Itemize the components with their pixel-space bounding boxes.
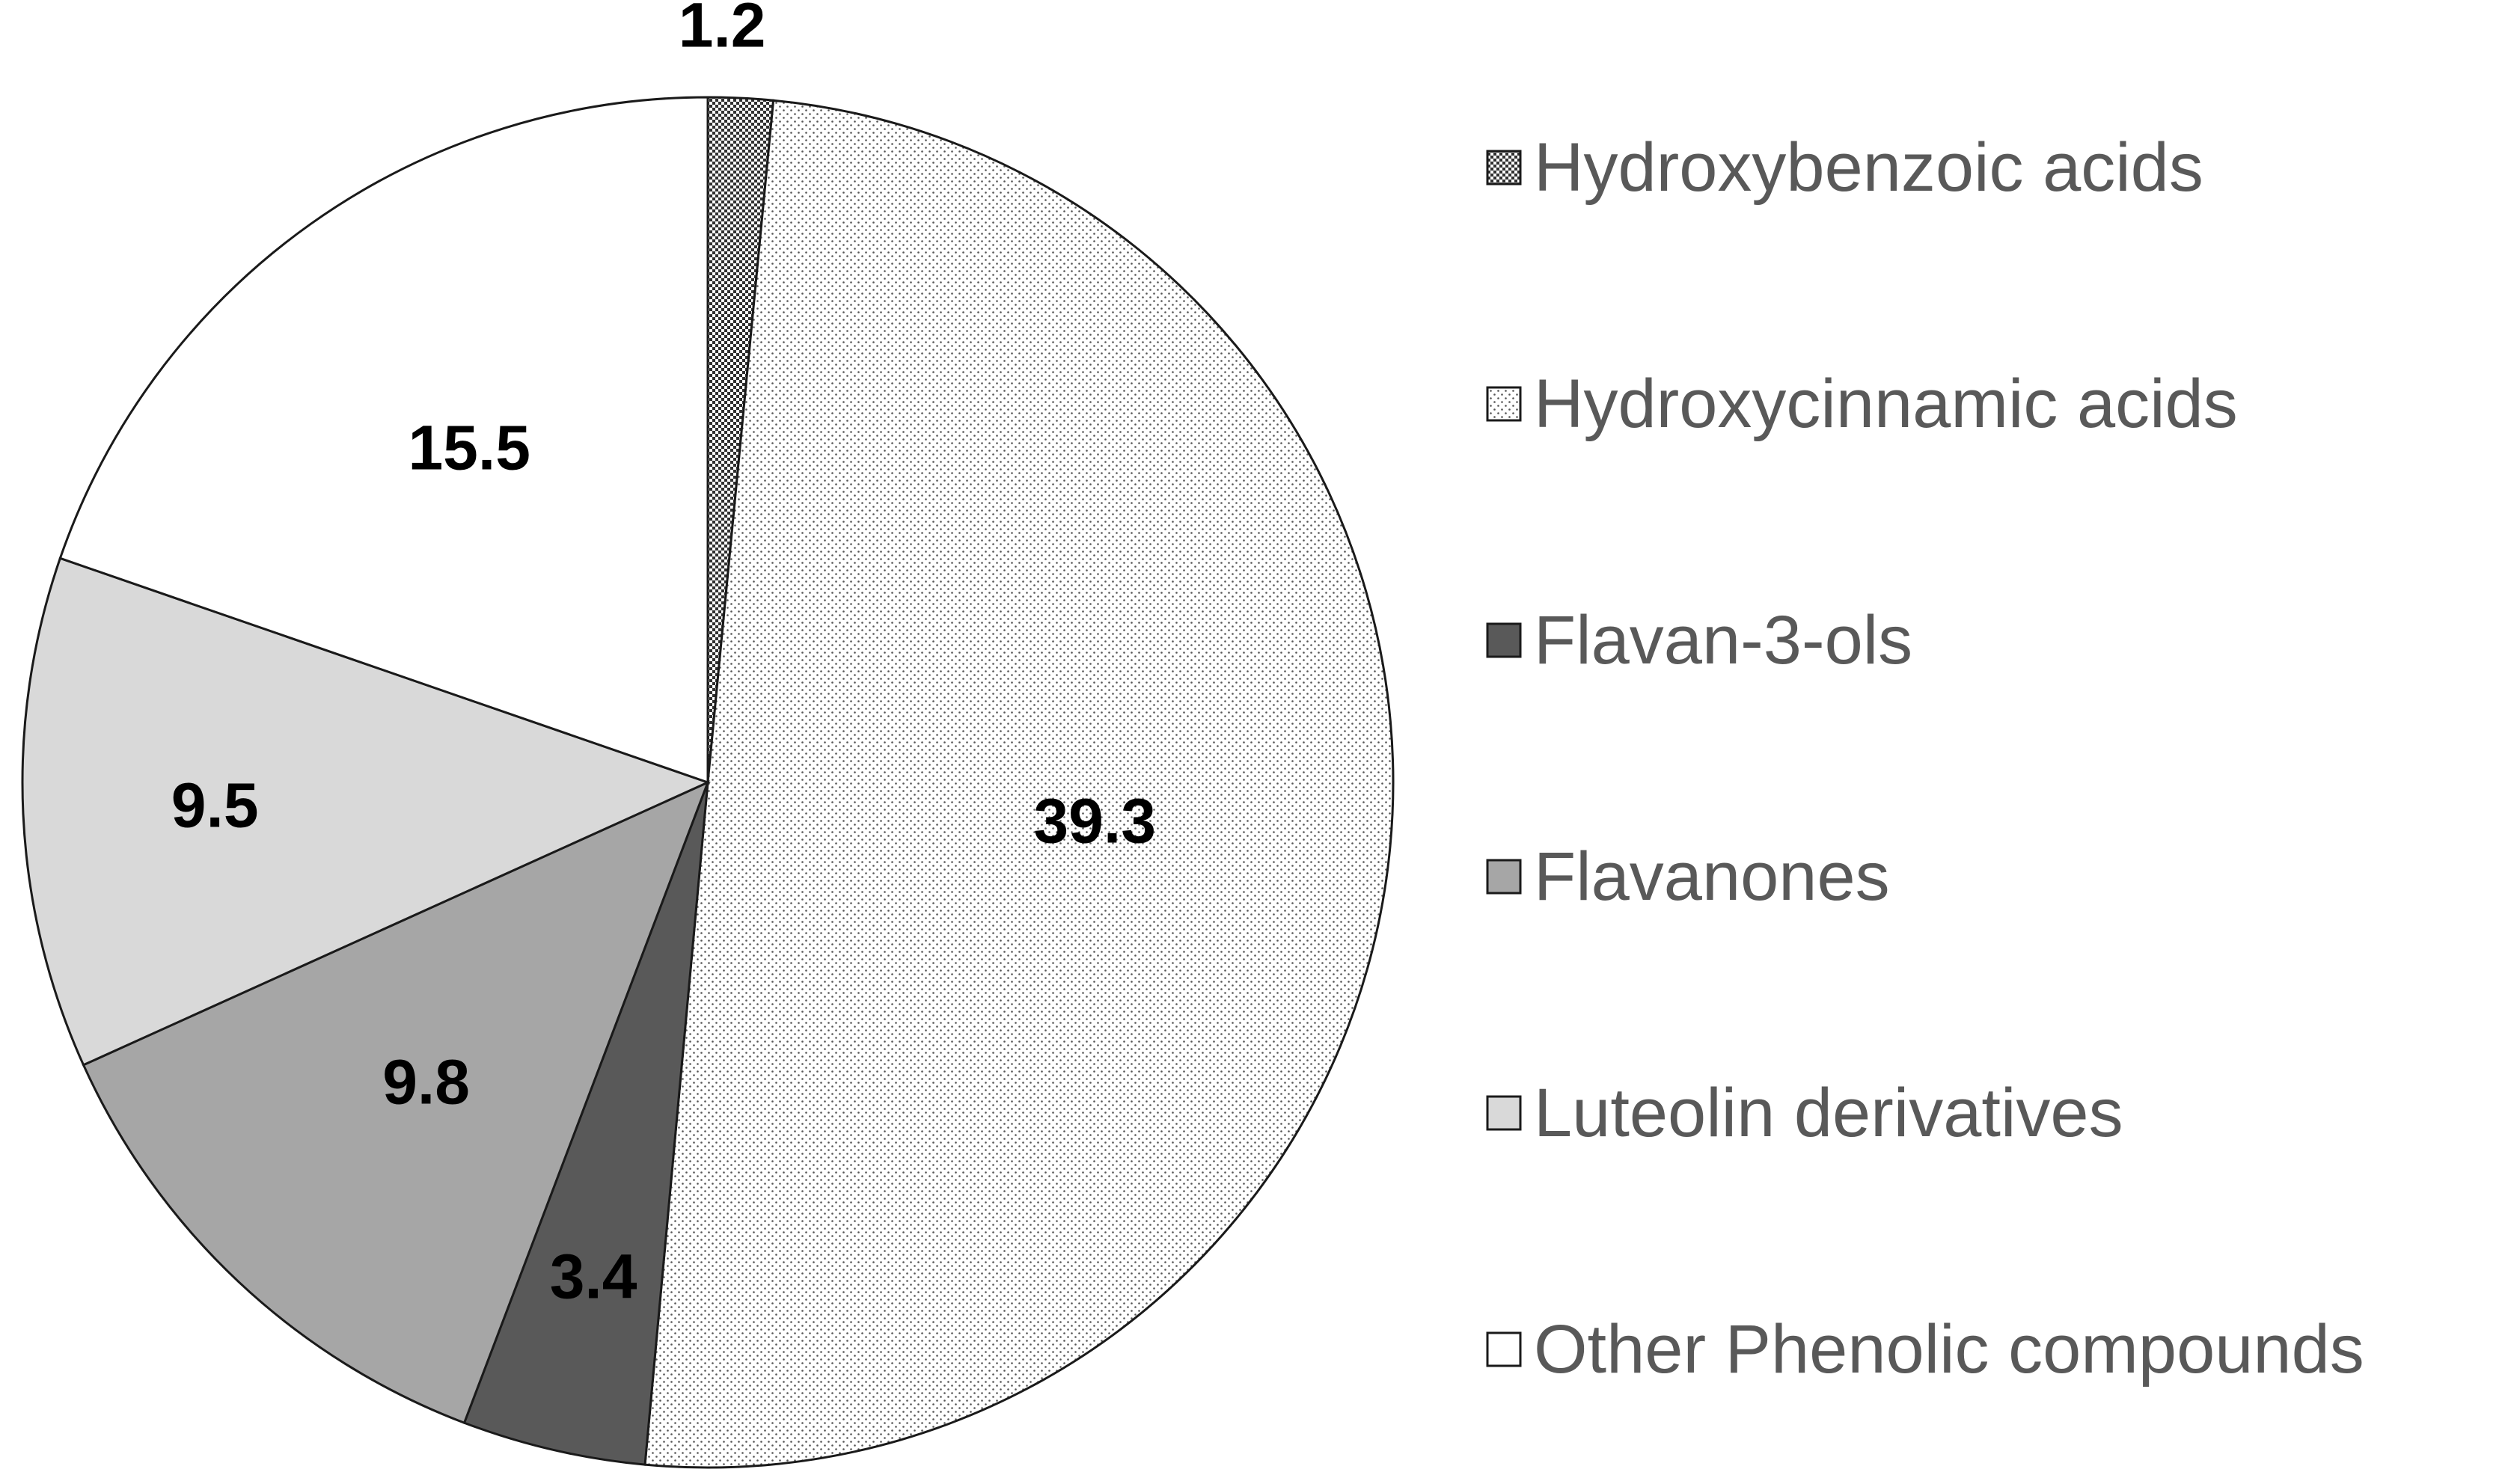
data-label-hydroxycinnamic-acids: 39.3 <box>1033 785 1156 856</box>
data-label-other-phenolic-compounds: 15.5 <box>408 412 530 482</box>
legend: Hydroxybenzoic acids Hydroxycinnamic acid… <box>1486 129 2364 1388</box>
data-label-hydroxybenzoic-acids: 1.2 <box>679 0 766 60</box>
legend-swatch-flavan-3-ols <box>1486 622 1522 658</box>
legend-swatch-luteolin-derivatives <box>1486 1095 1522 1131</box>
pie-slice-other-phenolic-compounds <box>58 96 709 785</box>
legend-swatch-other-phenolic-compounds <box>1486 1331 1522 1367</box>
legend-label-hydroxycinnamic-acids: Hydroxycinnamic acids <box>1534 366 2238 442</box>
data-label-luteolin-derivatives: 9.5 <box>171 770 259 840</box>
legend-swatch-flavanones <box>1486 859 1522 895</box>
pie-slice-hydroxycinnamic-acids <box>643 99 1394 1469</box>
legend-label-luteolin-derivatives: Luteolin derivatives <box>1534 1075 2123 1151</box>
legend-swatch-hydroxycinnamic-acids <box>1486 386 1522 422</box>
legend-label-hydroxybenzoic-acids: Hydroxybenzoic acids <box>1534 129 2203 206</box>
data-label-flavan-3-ols: 3.4 <box>550 1241 637 1311</box>
pie-slice-flavanones <box>82 780 710 1425</box>
legend-swatch-hydroxybenzoic-acids <box>1486 150 1522 186</box>
legend-label-flavan-3-ols: Flavan-3-ols <box>1534 602 1912 678</box>
pie-data-labels: 1.2 39.3 3.4 9.8 9.5 15.5 <box>171 0 1156 1311</box>
legend-label-other-phenolic-compounds: Other Phenolic compounds <box>1534 1311 2364 1388</box>
pie-slices <box>21 96 1394 1469</box>
legend-label-flavanones: Flavanones <box>1534 838 1890 915</box>
pie-slice-luteolin-derivatives <box>21 556 712 1067</box>
data-label-flavanones: 9.8 <box>382 1046 470 1117</box>
pie-slice-flavan-3-ols <box>462 782 709 1466</box>
